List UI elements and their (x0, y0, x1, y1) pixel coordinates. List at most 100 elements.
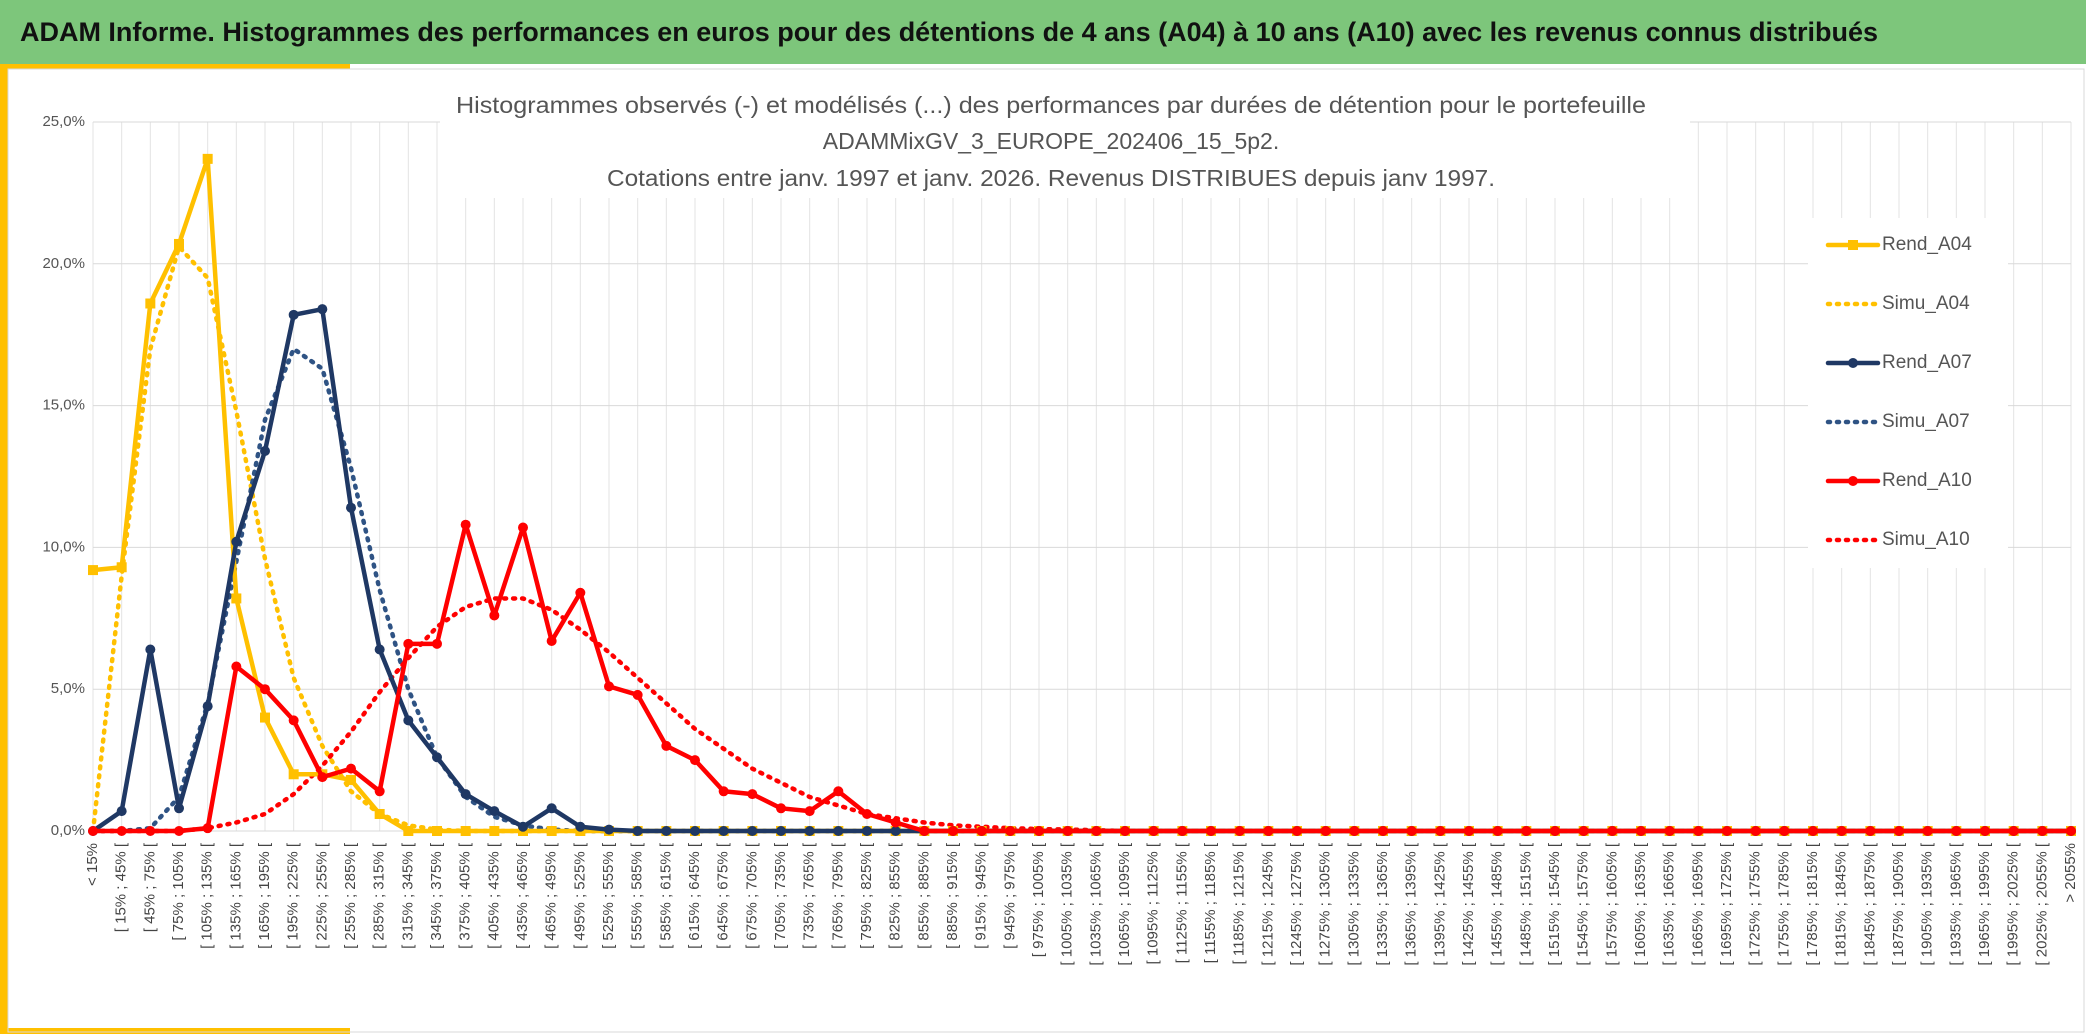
x-tick-label: [ 1995% ; 2025% [ (2005, 842, 2022, 965)
marker (374, 786, 385, 797)
x-tick-label: [ 735% ; 765% [ (801, 842, 818, 949)
x-tick-label: [ 1965% ; 1995% [ (1976, 842, 1993, 965)
legend-label: Simu_A10 (1882, 529, 1970, 550)
marker (1148, 826, 1159, 836)
series-line (90, 346, 2074, 834)
top-accent (0, 64, 350, 69)
bottom-accent (0, 1028, 350, 1034)
x-tick-label: [ 1485% ; 1515% [ (1517, 842, 1534, 965)
x-tick-label: [ 795% ; 825% [ (858, 842, 875, 949)
marker (1349, 826, 1360, 836)
y-tick-label: 25,0% (42, 113, 85, 130)
marker (948, 826, 958, 836)
marker (174, 238, 184, 249)
x-tick-label: [ 1125% ; 1155% [ (1173, 842, 1190, 963)
x-tick-label: > 2055% (2062, 843, 2079, 903)
marker (1062, 826, 1073, 836)
marker (489, 806, 500, 817)
x-tick-label: [ 1455% ; 1485% [ (1489, 842, 1506, 965)
marker (1636, 826, 1646, 836)
grid: < 15% [ 15% ; 45% [[ 45% ; 75% [[ 75% ; 1… (42, 113, 2079, 966)
x-tick-label: [ 705% ; 735% [ (772, 842, 789, 949)
marker (374, 808, 385, 819)
marker (1951, 826, 1962, 836)
y-tick-label: 0,0% (51, 822, 85, 839)
marker (116, 562, 127, 573)
marker (804, 806, 815, 817)
marker (288, 309, 299, 320)
x-tick-label: [ 315% ; 345% [ (399, 842, 416, 949)
marker (174, 826, 184, 836)
left-accent (0, 64, 8, 1034)
marker (288, 769, 299, 780)
x-tick-label: [ 855% ; 885% [ (915, 842, 932, 949)
x-tick-label: [ 975% ; 1005% [ (1030, 842, 1047, 957)
marker (346, 763, 356, 774)
marker (489, 826, 500, 836)
x-tick-label: [ 435% ; 465% [ (514, 842, 531, 949)
marker (2037, 826, 2048, 836)
marker (202, 153, 213, 164)
chart-frame (7, 68, 2085, 1033)
x-tick-label: [ 45% ; 75% [ (141, 842, 158, 932)
marker (747, 826, 758, 836)
marker (890, 817, 901, 828)
series-line (90, 522, 2074, 834)
marker (1234, 826, 1245, 836)
marker (317, 772, 328, 783)
x-tick-label: [ 1365% ; 1395% [ (1403, 842, 1420, 965)
x-tick-label: [ 255% ; 285% [ (342, 842, 359, 949)
marker (1779, 826, 1790, 836)
marker (2066, 826, 2076, 836)
marker (1836, 826, 1847, 836)
marker (403, 826, 414, 836)
page-title: ADAM Informe. Histogrammes des performan… (20, 17, 1878, 47)
marker (1378, 826, 1388, 836)
marker (1722, 826, 1732, 836)
marker (575, 821, 586, 832)
marker (604, 681, 614, 692)
x-tick-label: [ 375% ; 405% [ (457, 842, 474, 949)
marker (403, 638, 414, 649)
marker (919, 826, 930, 836)
marker (460, 789, 471, 800)
marker (661, 740, 672, 751)
series-line (90, 306, 2074, 834)
marker (346, 774, 356, 785)
x-tick-label: [ 1725% ; 1755% [ (1747, 842, 1764, 965)
marker (231, 536, 242, 547)
chart-title-line: Cotations entre janv. 1997 et janv. 2026… (607, 165, 1495, 191)
y-tick-label: 20,0% (42, 255, 85, 272)
x-tick-label: [ 1395% ; 1425% [ (1431, 842, 1448, 965)
x-tick-label: [ 765% ; 795% [ (829, 842, 846, 949)
x-tick-label: [ 495% ; 525% [ (571, 842, 588, 949)
x-tick-label: [ 165% ; 195% [ (256, 842, 273, 949)
marker (604, 824, 614, 835)
marker (260, 712, 270, 723)
x-tick-label: [ 1785% ; 1815% [ (1804, 842, 1821, 965)
series-layer (88, 153, 2076, 836)
x-tick-label: [ 945% ; 975% [ (1001, 842, 1018, 949)
marker (2008, 826, 2019, 836)
marker (1034, 826, 1044, 836)
x-tick-label: [ 465% ; 495% [ (543, 842, 560, 949)
marker (1980, 826, 1990, 836)
legend-label: Rend_A07 (1882, 352, 1972, 373)
marker (546, 826, 557, 836)
legend: Rend_A04 Simu_A04 Rend_A07 Simu_A07 Rend_A10… (1825, 234, 1972, 550)
marker (1693, 826, 1704, 836)
x-tick-label: [ 2025% ; 2055% [ (2033, 842, 2050, 965)
marker (833, 786, 844, 797)
y-tick-label: 5,0% (51, 680, 85, 697)
x-tick-label: [ 1425% ; 1455% [ (1460, 842, 1477, 965)
x-tick-label: [ 1665% ; 1695% [ (1689, 842, 1706, 965)
marker (1664, 826, 1675, 836)
marker (432, 638, 442, 649)
x-tick-label: [ 1875% ; 1905% [ (1890, 842, 1907, 965)
marker (546, 635, 557, 646)
x-tick-label: [ 105% ; 135% [ (199, 842, 216, 949)
x-tick-label: [ 1005% ; 1035% [ (1059, 842, 1076, 965)
x-tick-label: [ 1815% ; 1845% [ (1833, 842, 1850, 965)
series-line (90, 596, 2074, 834)
